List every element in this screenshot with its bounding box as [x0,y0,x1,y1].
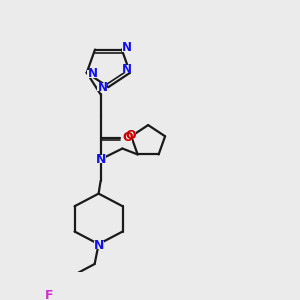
Text: N: N [95,153,106,166]
Bar [126,131,136,140]
Text: O: O [126,129,136,142]
Bar [122,44,132,52]
Text: N: N [122,63,132,76]
Text: N: N [122,41,132,54]
Text: N: N [98,81,107,94]
Text: F: F [45,289,53,300]
Bar [96,155,106,164]
Bar [44,292,54,300]
Bar [122,134,132,142]
Bar [98,83,107,91]
Bar [87,70,97,78]
Bar [122,65,132,73]
Bar [94,241,103,249]
Text: N: N [88,67,98,80]
Text: N: N [93,238,104,251]
Text: O: O [122,131,133,144]
